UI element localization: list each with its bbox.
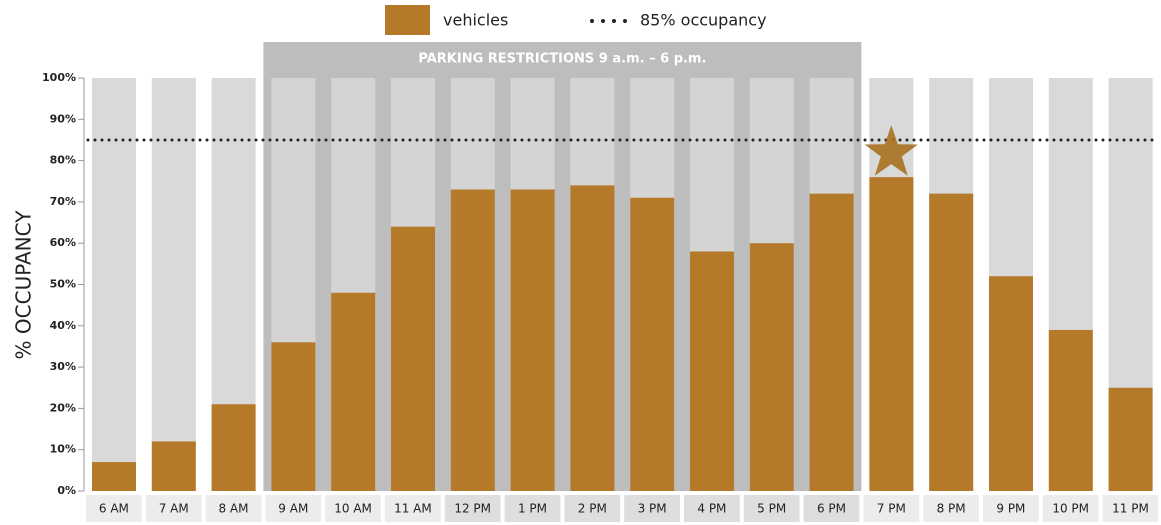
legend-label: 85% occupancy <box>640 11 767 30</box>
x-label-box <box>86 495 142 522</box>
x-label-box <box>504 495 561 522</box>
y-tick-label: 50% <box>50 278 76 291</box>
x-label-box <box>205 495 262 522</box>
bar <box>690 251 734 491</box>
y-tick-label: 70% <box>50 195 76 208</box>
x-tick-label: 8 AM <box>218 502 248 516</box>
x-tick-label: 1 PM <box>518 502 547 516</box>
bar <box>1108 387 1153 491</box>
x-tick-label: 10 PM <box>1052 502 1089 516</box>
restriction-label: PARKING RESTRICTIONS 9 a.m. – 6 p.m. <box>418 52 706 67</box>
y-tick-label: 20% <box>50 401 76 414</box>
bar <box>630 197 675 491</box>
y-axis-label: % OCCUPANCY <box>12 210 36 360</box>
bar <box>869 177 914 491</box>
x-tick-label: 2 PM <box>578 502 607 516</box>
x-label-box <box>325 495 381 522</box>
y-tick-label: 0% <box>57 484 76 497</box>
bar <box>151 441 196 491</box>
x-label-box <box>385 495 441 522</box>
x-tick-label: 7 PM <box>877 502 906 516</box>
bar <box>391 226 435 491</box>
x-tick-label: 3 PM <box>638 502 667 516</box>
bar <box>809 193 854 491</box>
bar <box>211 404 256 491</box>
x-tick-label: 7 AM <box>159 502 189 516</box>
bar <box>450 189 495 491</box>
x-label-box <box>624 495 680 522</box>
x-tick-label: 9 AM <box>278 502 308 516</box>
bar <box>510 189 555 491</box>
y-tick-label: 100% <box>42 71 76 84</box>
x-label-box <box>145 495 202 522</box>
x-tick-label: 6 PM <box>817 502 846 516</box>
x-tick-label: 12 PM <box>454 502 491 516</box>
legend-swatch <box>385 5 430 35</box>
bar <box>989 276 1033 491</box>
x-label-box <box>1042 495 1099 522</box>
y-tick-label: 90% <box>50 112 76 125</box>
x-tick-label: 8 PM <box>937 502 966 516</box>
highlight-star <box>864 125 918 176</box>
x-label-box <box>265 495 322 522</box>
bar <box>331 292 376 491</box>
column-background <box>151 78 196 491</box>
x-label-box <box>684 495 740 522</box>
x-tick-label: 11 PM <box>1112 502 1149 516</box>
y-tick-label: 40% <box>50 319 76 332</box>
x-label-box <box>863 495 920 522</box>
bar <box>271 342 316 491</box>
x-label-box <box>923 495 979 522</box>
bar <box>92 462 136 491</box>
x-label-box <box>444 495 501 522</box>
y-tick-label: 10% <box>50 443 76 456</box>
bar <box>570 185 615 491</box>
x-tick-label: 5 PM <box>757 502 786 516</box>
y-tick-label: 80% <box>50 154 76 167</box>
y-tick-label: 30% <box>50 360 76 373</box>
x-tick-label: 11 AM <box>394 502 432 516</box>
bar <box>1048 329 1093 491</box>
x-label-box <box>983 495 1039 522</box>
legend-label: vehicles <box>443 11 508 30</box>
x-label-box <box>564 495 621 522</box>
x-tick-label: 6 AM <box>99 502 129 516</box>
bar <box>749 243 794 491</box>
x-label-box <box>803 495 860 522</box>
x-label-box <box>1102 495 1159 522</box>
bar <box>929 193 974 491</box>
y-tick-label: 60% <box>50 236 76 249</box>
x-label-box <box>743 495 800 522</box>
column-background <box>92 78 136 491</box>
x-tick-label: 4 PM <box>697 502 726 516</box>
x-tick-label: 9 PM <box>996 502 1025 516</box>
x-tick-label: 10 AM <box>334 502 372 516</box>
